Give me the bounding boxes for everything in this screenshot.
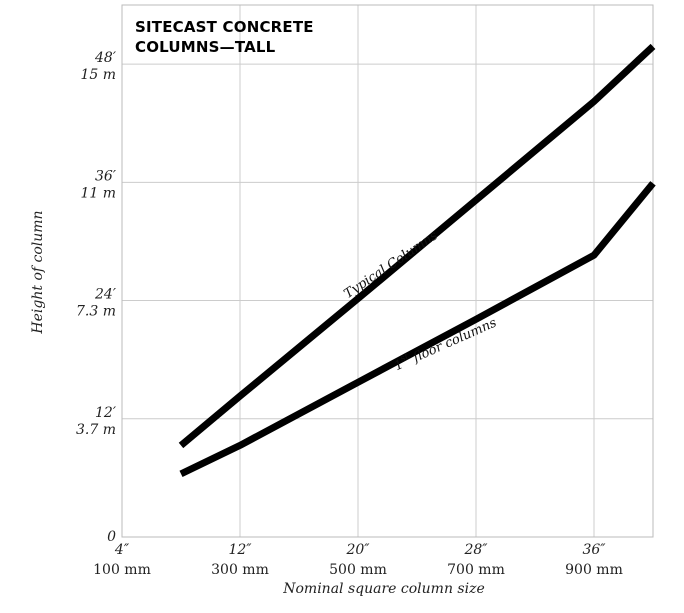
x-tick-label-0: 4″ [114, 542, 130, 558]
y-tick-label-2: 24′ [94, 287, 117, 303]
y-tick-metric-label-2: 7.3 m [76, 304, 116, 320]
x-tick-metric-label-0: 100 mm [93, 562, 151, 578]
x-tick-labels: 4″ 100 mm 12″ 300 mm 20″ 500 mm 28″ 700 mm 36″ 90… [93, 542, 623, 578]
chart-title-line-1: SITECAST CONCRETE [135, 18, 314, 36]
series-line-first-floor-columns [179, 181, 656, 478]
plot-frame [121, 4, 654, 538]
y-tick-label-3: 36′ [95, 168, 117, 184]
x-tick-metric-label-2: 500 mm [329, 562, 387, 578]
series-label-rest: floor columns [407, 315, 499, 367]
chart-title-line-2: COLUMNS—TALL [135, 38, 276, 56]
y-tick-metric-label-3: 11 m [80, 185, 116, 201]
x-tick-metric-label-1: 300 mm [211, 562, 269, 578]
series-label-first-floor-columns: 1st floor columns [391, 314, 499, 375]
y-tick-label-4: 48′ [94, 50, 117, 66]
x-tick-label-2: 20″ [345, 542, 370, 558]
x-axis-title: Nominal square column size [282, 581, 485, 597]
y-axis-title: Height of column [30, 210, 46, 334]
y-tick-labels: 0 12′3.7 m 24′7.3 m 36′11 m 48′15 m [76, 50, 117, 545]
x-tick-metric-label-3: 700 mm [447, 562, 505, 578]
x-tick-label-4: 36″ [582, 542, 606, 558]
y-tick-label-0: 0 [107, 529, 116, 545]
y-tick-metric-label-1: 3.7 m [76, 422, 116, 438]
series-label-typical-columns: Typical Columns [341, 228, 440, 302]
chart-title: SITECAST CONCRETE COLUMNS—TALL [135, 18, 314, 56]
x-tick-metric-label-4: 900 mm [565, 562, 623, 578]
series-lines [178, 43, 656, 478]
y-tick-metric-label-4: 15 m [80, 67, 116, 83]
y-tick-label-1: 12′ [95, 405, 117, 421]
x-tick-label-1: 12″ [228, 542, 252, 558]
x-tick-label-3: 28″ [463, 542, 488, 558]
series-label-ordinal-suffix: st [399, 352, 411, 365]
series-line-typical-columns [178, 43, 656, 449]
